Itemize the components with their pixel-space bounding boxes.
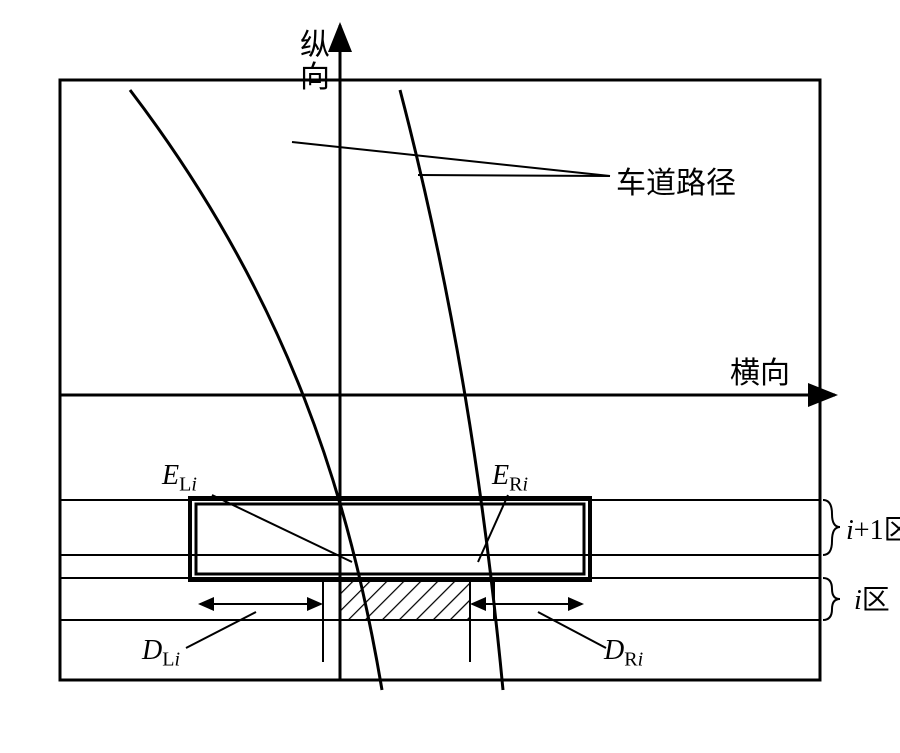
y-axis-label-bot: 向 [300, 52, 330, 96]
double-rect-outer [190, 498, 590, 580]
dli-label-ptr [186, 612, 256, 648]
dri-label: DRi [604, 635, 643, 672]
lane-ptr-2 [418, 175, 610, 176]
dli-label: DLi [142, 635, 180, 672]
i-zone-label: i区 [854, 578, 890, 618]
dri-label-ptr [538, 612, 606, 648]
eli-label: ELi [162, 460, 197, 497]
eri-label: ERi [492, 460, 528, 497]
bracket-i-plus-1 [823, 500, 840, 555]
hatched-zone [340, 578, 470, 620]
i-plus-1-zone-label: i+1区 [846, 508, 900, 548]
lane-path-label: 车道路径 [616, 158, 736, 202]
x-axis-label: 横向 [730, 348, 790, 392]
diagram-container: 纵 向 横向 车道路径 ELi ERi DLi DRi i+1区 i区 [0, 0, 900, 753]
bracket-i [823, 578, 840, 620]
